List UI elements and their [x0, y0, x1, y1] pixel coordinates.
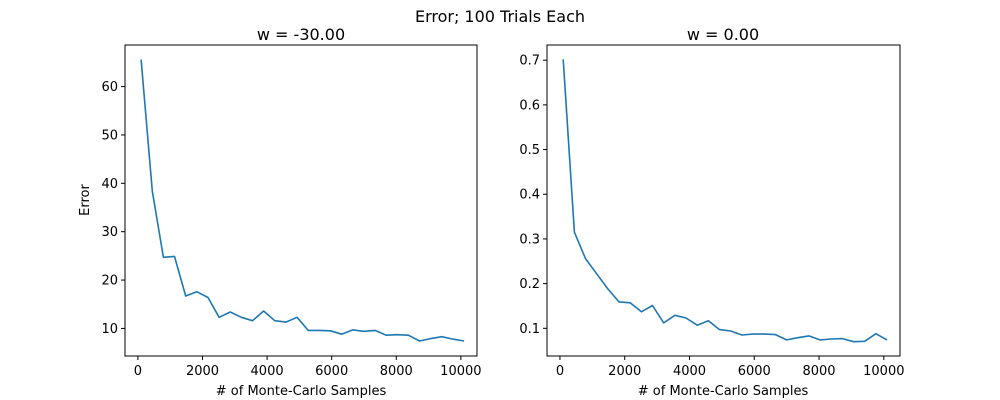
x-tick-label: 8000 — [802, 364, 835, 379]
x-tick-label: 0 — [556, 364, 564, 379]
y-tick-label: 60 — [101, 80, 118, 95]
x-tick-label: 2000 — [608, 364, 641, 379]
x-tick-label: 4000 — [251, 364, 284, 379]
plot-w-minus-30: w = -30.00 0 2000 4000 6000 8000 10000 10 20 30… — [78, 25, 482, 399]
y-tick-label: 50 — [101, 128, 118, 143]
y-tick-label: 0.4 — [519, 188, 540, 203]
y-axis-ticks: 0.1 0.2 0.3 0.4 0.5 0.6 0.7 — [519, 54, 547, 337]
x-tick-label: 6000 — [738, 364, 771, 379]
axes-frame — [124, 44, 478, 357]
y-tick-label: 30 — [101, 225, 118, 240]
y-tick-label: 0.2 — [519, 277, 540, 292]
y-axis-ticks: 10 20 30 40 50 60 — [101, 80, 125, 337]
y-tick-label: 20 — [101, 274, 118, 289]
figure-suptitle: Error; 100 Trials Each — [415, 7, 585, 26]
plot-title: w = -30.00 — [257, 25, 345, 44]
plot-title: w = 0.00 — [687, 25, 759, 44]
x-tick-label: 4000 — [673, 364, 706, 379]
error-series-line — [562, 59, 888, 343]
x-tick-label: 10000 — [863, 364, 904, 379]
y-tick-label: 10 — [101, 322, 118, 337]
error-series-line — [140, 59, 465, 342]
y-tick-label: 0.3 — [519, 232, 540, 247]
x-axis-label: # of Monte-Carlo Samples — [216, 384, 387, 399]
x-axis-ticks: 0 2000 4000 6000 8000 10000 — [556, 356, 904, 379]
y-axis-label: Error — [78, 184, 93, 216]
y-tick-label: 0.5 — [519, 143, 540, 158]
axes-frame — [546, 44, 901, 357]
x-tick-label: 8000 — [380, 364, 413, 379]
y-tick-label: 0.7 — [519, 54, 540, 69]
x-tick-label: 0 — [134, 364, 142, 379]
x-tick-label: 6000 — [315, 364, 348, 379]
x-tick-label: 10000 — [440, 364, 481, 379]
y-tick-label: 0.1 — [519, 322, 540, 337]
x-axis-label: # of Monte-Carlo Samples — [638, 384, 809, 399]
plot-w-0: w = 0.00 0 2000 4000 6000 8000 10000 0.10.20.… — [519, 25, 904, 399]
y-tick-label: 40 — [101, 177, 118, 192]
x-axis-ticks: 0 2000 4000 6000 8000 10000 — [134, 356, 482, 379]
y-tick-label: 0.6 — [519, 98, 540, 113]
x-tick-label: 2000 — [186, 364, 219, 379]
